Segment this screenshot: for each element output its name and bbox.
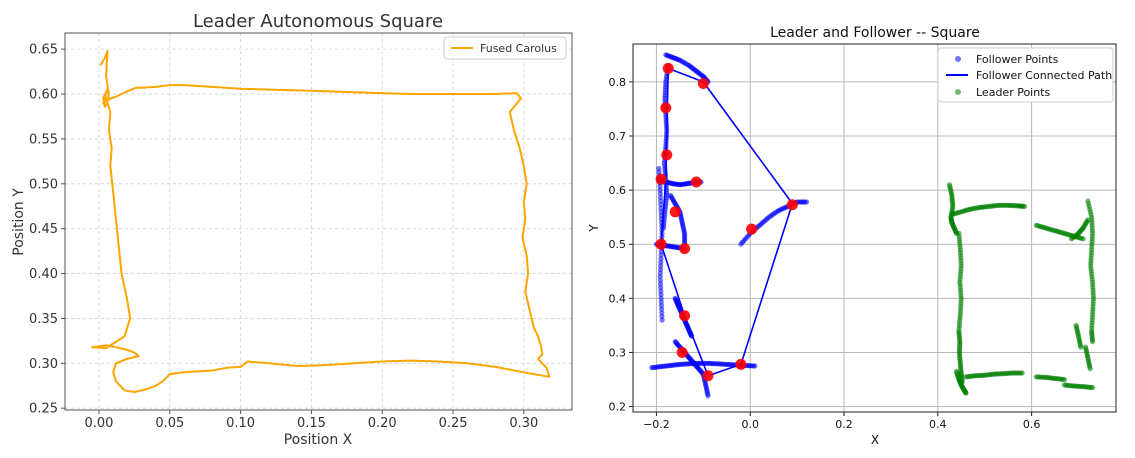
chart-right-legend: Follower Points Follower Connected Path …: [937, 47, 1114, 103]
chart-right-waypoints: [655, 62, 798, 382]
chart-left-grid: [65, 33, 572, 410]
chart-right-title: Leader and Follower -- Square: [770, 25, 980, 41]
chart-left: Leader Autonomous Square 0.00 0.05 0.10 0.1…: [11, 11, 573, 448]
waypoint-marker: [676, 347, 688, 358]
chart-right-legend-swatch-follower-points: [955, 56, 961, 62]
chart-right-legend-box: [937, 47, 1114, 103]
chart-right-y-ticks: 0.2 0.3 0.4 0.5 0.6 0.7 0.8: [609, 76, 633, 414]
waypoint-marker: [679, 243, 691, 255]
chart-left-x-ticks: 0.00 0.05 0.10 0.15 0.20 0.25 0.30: [85, 410, 538, 431]
chart-right-x-ticks: −0.2 0.0 0.2 0.4 0.6: [643, 412, 1040, 431]
waypoint-marker: [655, 173, 667, 185]
waypoint-marker: [660, 102, 672, 114]
chart-right-y-tick-label: 0.4: [609, 292, 627, 305]
leader-point: [1087, 366, 1093, 372]
chart-left-plot-area: [64, 32, 573, 411]
chart-left-x-label: Position X: [284, 432, 353, 448]
chart-left-legend-box: [443, 36, 567, 60]
leader-point: [1022, 203, 1028, 209]
waypoint-marker: [746, 223, 758, 235]
waypoint-marker: [661, 149, 673, 161]
waypoint-marker: [679, 310, 691, 322]
chart-left-x-tick-label: 0.10: [226, 416, 255, 431]
chart-left-y-ticks: 0.25 0.30 0.35 0.40 0.45 0.50 0.55 0.60 0.65: [29, 43, 65, 417]
chart-right-y-tick-label: 0.7: [609, 130, 627, 143]
leader-point: [1090, 385, 1096, 391]
waypoint-marker: [786, 199, 798, 211]
chart-left-y-tick-label: 0.65: [29, 43, 58, 58]
chart-right-x-tick-label: 0.2: [835, 418, 853, 431]
chart-right-y-label: Y: [587, 224, 601, 233]
chart-right-grid: [633, 44, 1116, 412]
chart-right: Leader and Follower -- Square −0.2 0.0 0.2…: [587, 25, 1117, 447]
chart-right-x-tick-label: −0.2: [643, 418, 670, 431]
chart-left-y-tick-label: 0.40: [29, 267, 58, 282]
chart-left-series-fused-carolus: [90, 50, 551, 393]
chart-right-legend-swatch-leader-points: [955, 89, 961, 95]
chart-right-y-tick-label: 0.2: [609, 401, 627, 414]
chart-right-x-tick-label: 0.6: [1023, 418, 1041, 431]
follower-point: [803, 199, 810, 205]
chart-left-y-tick-label: 0.60: [29, 88, 58, 103]
chart-right-x-tick-label: 0.0: [741, 418, 759, 431]
leader-point: [1085, 217, 1091, 223]
chart-right-y-tick-label: 0.6: [609, 184, 627, 197]
waypoint-marker: [735, 358, 747, 370]
waypoint-marker: [697, 78, 709, 89]
chart-right-legend-label-follower-path: Follower Connected Path: [976, 69, 1112, 82]
chart-left-y-tick-label: 0.25: [29, 402, 58, 417]
leader-point: [1090, 339, 1096, 345]
chart-right-x-label: X: [871, 433, 879, 447]
chart-right-x-tick-label: 0.4: [929, 418, 947, 431]
follower-point: [752, 363, 758, 369]
leader-point: [1078, 344, 1084, 350]
chart-left-x-tick-label: 0.00: [85, 416, 114, 431]
waypoint-marker: [702, 370, 714, 382]
chart-left-x-tick-label: 0.25: [439, 416, 468, 431]
leader-point: [1061, 376, 1067, 383]
chart-right-plot-area: [632, 43, 1117, 413]
chart-left-title: Leader Autonomous Square: [193, 11, 443, 32]
waypoint-marker: [690, 176, 702, 188]
chart-left-y-tick-label: 0.50: [29, 177, 58, 192]
chart-left-legend-label: Fused Carolus: [480, 42, 557, 55]
chart-right-y-tick-label: 0.8: [609, 76, 627, 89]
chart-left-x-tick-label: 0.30: [509, 416, 538, 431]
chart-left-y-tick-label: 0.30: [29, 357, 58, 372]
chart-left-y-tick-label: 0.55: [29, 132, 58, 147]
chart-right-legend-label-leader-points: Leader Points: [976, 86, 1051, 99]
chart-left-y-label: Position Y: [11, 188, 27, 256]
chart-left-x-tick-label: 0.15: [297, 416, 326, 431]
waypoint-marker: [669, 206, 681, 218]
chart-left-y-tick-label: 0.35: [29, 312, 58, 327]
chart-right-y-tick-label: 0.3: [609, 346, 627, 359]
chart-left-x-tick-label: 0.20: [368, 416, 397, 431]
follower-point: [658, 201, 664, 208]
chart-left-y-tick-label: 0.45: [29, 222, 58, 237]
waypoint-marker: [662, 62, 674, 74]
leader-point: [1019, 370, 1025, 376]
leader-point: [963, 390, 969, 396]
chart-left-x-tick-label: 0.05: [155, 416, 184, 431]
waypoint-marker: [655, 238, 667, 250]
follower-point: [658, 292, 664, 298]
leader-point: [1080, 236, 1086, 242]
follower-point: [705, 393, 711, 399]
chart-right-legend-label-follower-points: Follower Points: [976, 53, 1059, 66]
follower-point: [659, 317, 665, 323]
chart-right-y-tick-label: 0.5: [609, 238, 627, 251]
chart-right-leader-points: [946, 182, 1097, 396]
chart-left-legend: Fused Carolus: [443, 36, 567, 60]
